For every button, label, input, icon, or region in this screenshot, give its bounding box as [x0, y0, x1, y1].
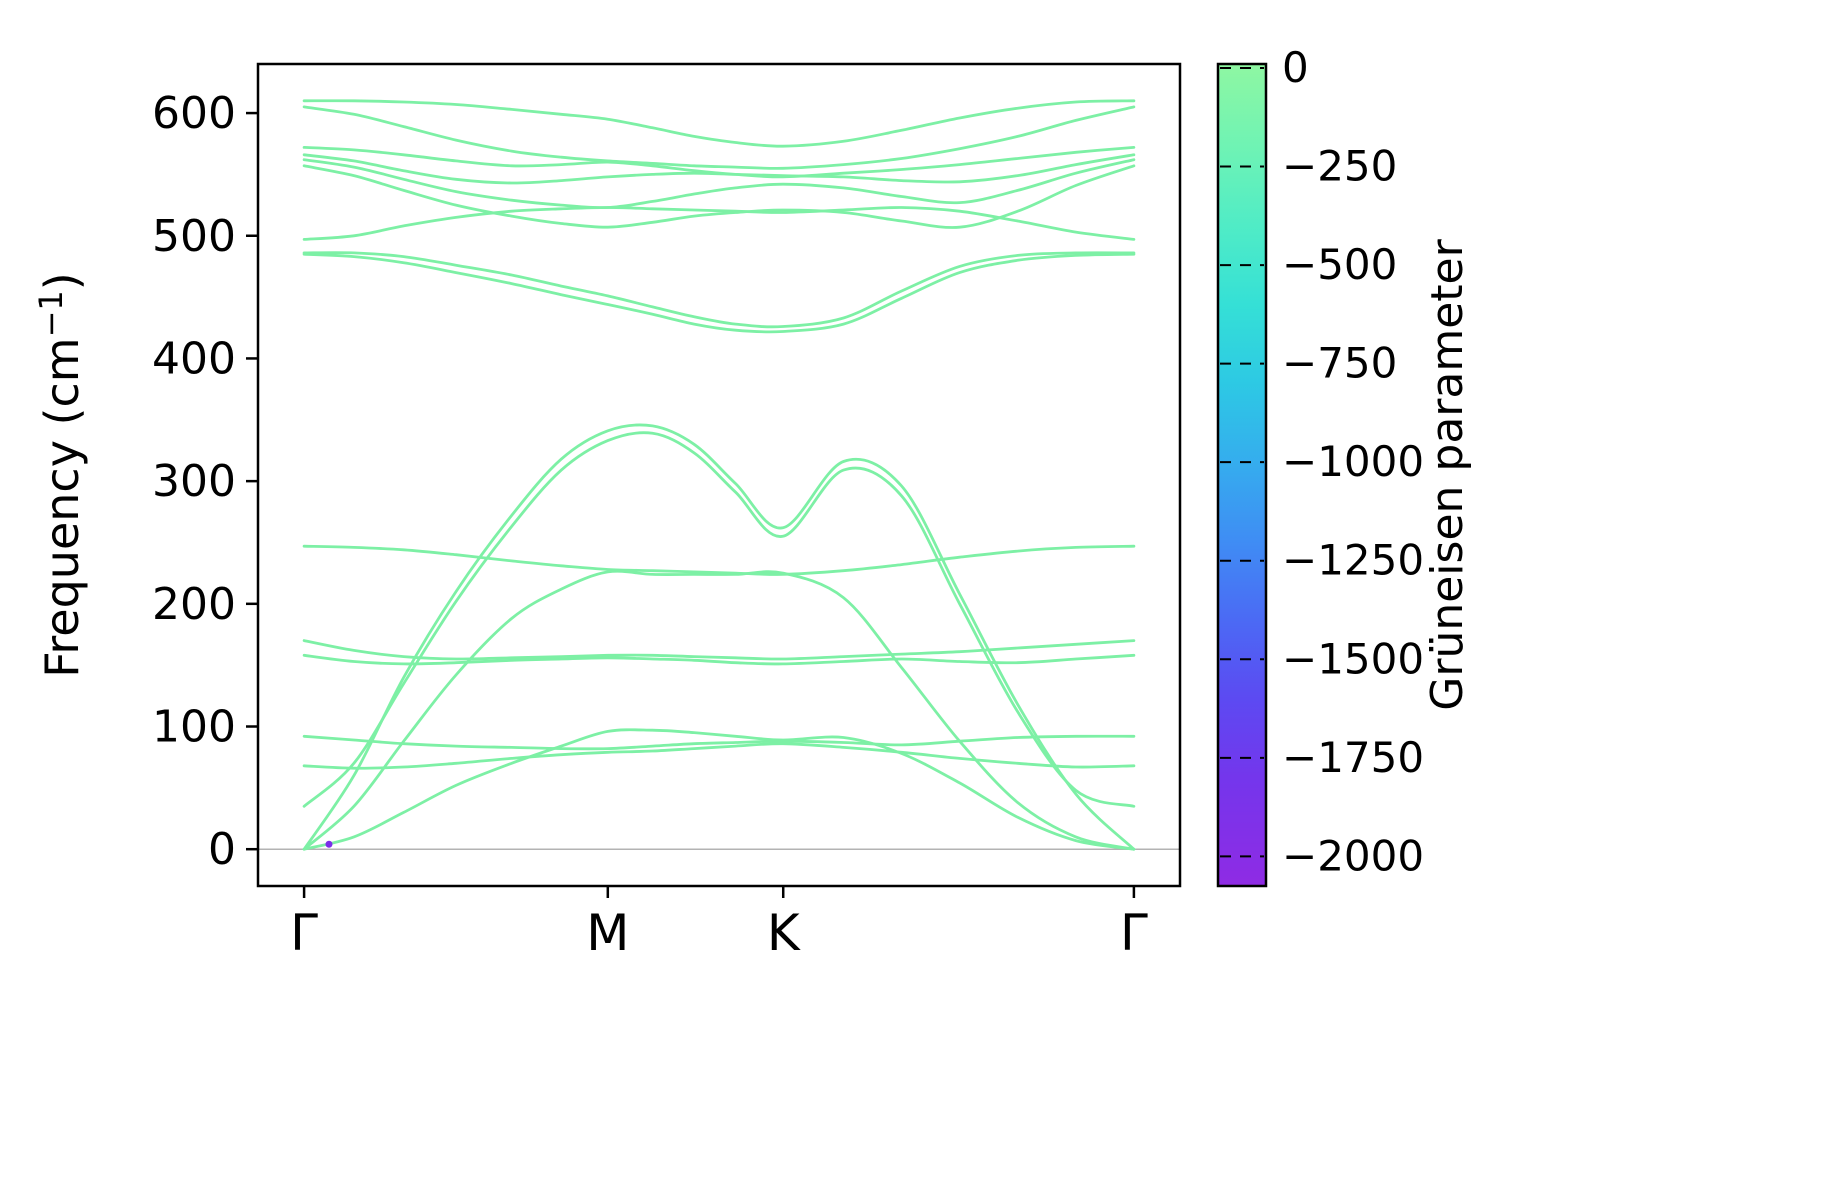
colorbar-tick-label: −1500 — [1282, 634, 1424, 683]
colorbar-tick-label: −1750 — [1282, 733, 1424, 782]
colorbar-gradient — [1218, 64, 1266, 886]
colorbar-tick-label: −750 — [1282, 339, 1397, 388]
y-tick-label: 500 — [152, 211, 236, 262]
phonon-band-TO2 — [302, 653, 1136, 666]
phonon-band-O10 — [302, 252, 1136, 334]
colorbar-tick-label: −2000 — [1282, 831, 1424, 880]
phonon-band-ZA — [302, 728, 1136, 851]
y-tick-label: 300 — [152, 456, 236, 507]
x-tick-label: K — [767, 904, 801, 962]
y-axis-label: Frequency (cm−1) — [32, 272, 89, 677]
colorbar: 0 −250 −500 −750 −1000 −1250 −1500 −1750 −2000 Gr… — [1216, 43, 1473, 888]
phonon-band-O14 — [302, 158, 1136, 210]
x-tick-label: Γ — [1120, 904, 1148, 962]
phonon-band-O11 — [302, 251, 1136, 329]
colorbar-tick-label: −250 — [1282, 142, 1397, 191]
phonon-band-O15 — [302, 153, 1136, 185]
phonon-band-O12 — [302, 206, 1136, 241]
phonon-band-TO1 — [302, 431, 1136, 808]
phonon-band-LO1 — [302, 639, 1136, 661]
y-tick-label: 0 — [208, 824, 236, 875]
phonon-band-O17 — [302, 105, 1136, 170]
y-axis: 0 100 200 300 400 500 600 — [152, 88, 258, 875]
phonon-band-ZO1 — [302, 742, 1136, 770]
gamma-anomaly-point — [325, 840, 333, 848]
phonon-bands — [302, 99, 1136, 851]
y-tick-label: 200 — [152, 579, 236, 630]
x-tick-label: M — [586, 904, 629, 962]
colorbar-label: Grüneisen parameter — [1422, 238, 1473, 710]
colorbar-tick-label: −500 — [1282, 240, 1397, 289]
y-tick-label: 400 — [152, 333, 236, 384]
x-tick-label: Γ — [290, 904, 318, 962]
phonon-band-O18 — [302, 99, 1136, 148]
phonon-band-ZO2 — [302, 734, 1136, 751]
colorbar-frame — [1216, 62, 1268, 888]
phonon-band-O13 — [302, 164, 1136, 229]
phonon-band-LO2 — [302, 544, 1136, 576]
colorbar-tick-label: −1250 — [1282, 536, 1424, 585]
colorbar-tick-label: 0 — [1282, 43, 1309, 92]
colorbar-tick-label: −1000 — [1282, 437, 1424, 486]
phonon-band-O16 — [302, 146, 1136, 179]
y-tick-label: 600 — [152, 88, 236, 139]
y-tick-label: 100 — [152, 702, 236, 753]
plot-frame — [256, 62, 1182, 888]
